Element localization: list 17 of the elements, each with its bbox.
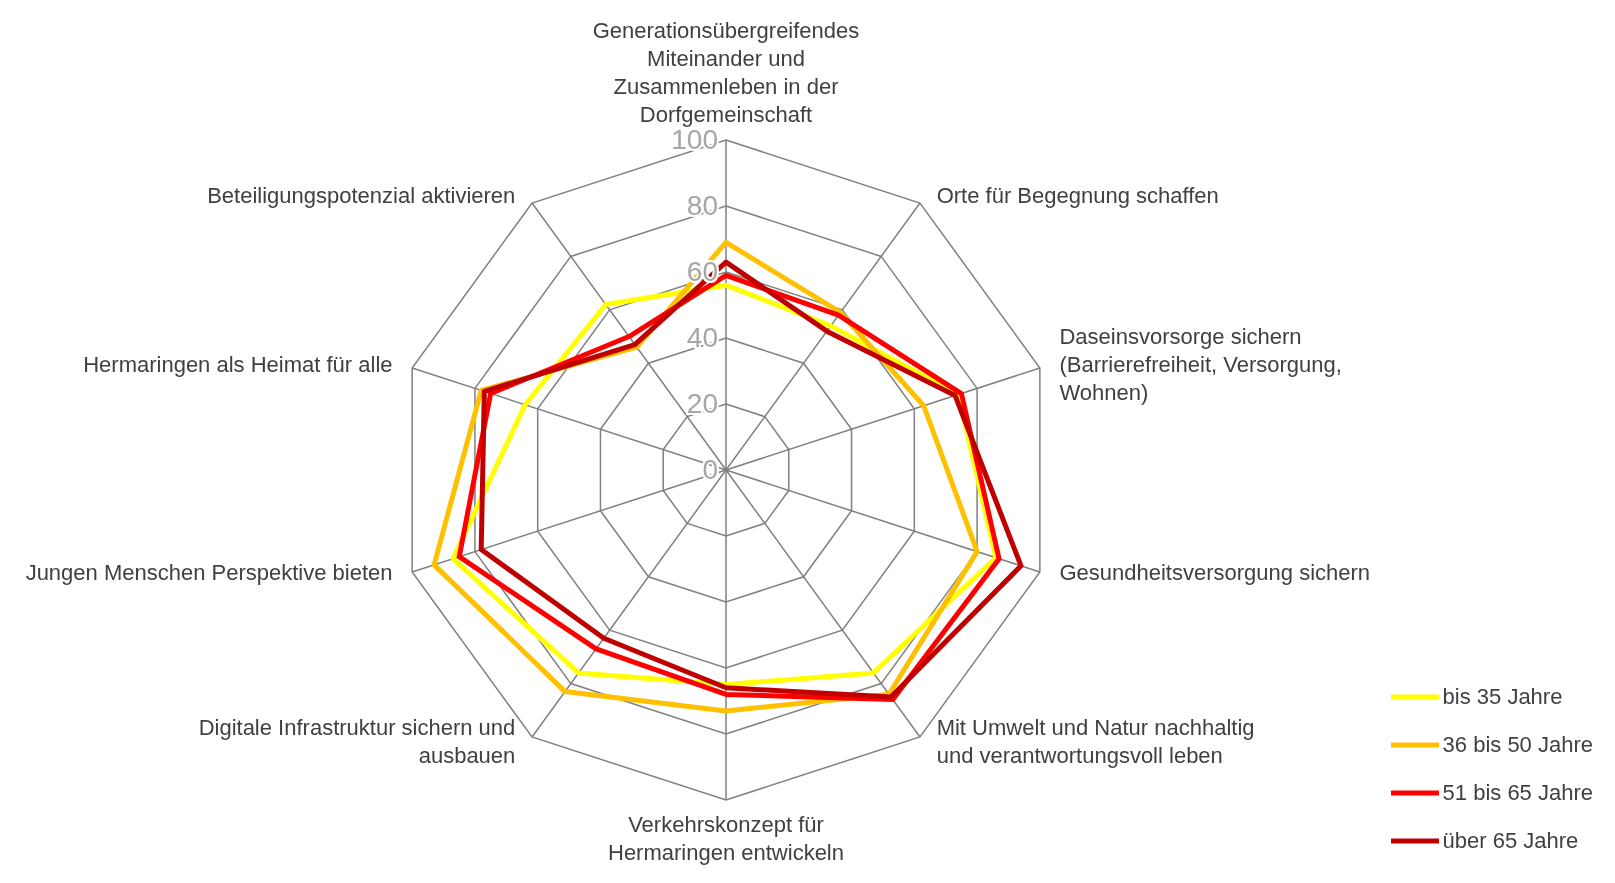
y-tick-label: 40 [686,322,718,353]
spoke-label: Gesundheitsversorgung sichern [1059,560,1371,586]
spoke-label: Digitale Infrastruktur sichern und ausbauen [198,715,516,769]
spoke-label: Verkehrskonzept für Hermaringen entwickeln [608,812,844,865]
legend-label: über 65 Jahre [1442,828,1579,854]
spoke-label: Generationsübergreifendes Miteinander und Zusammenleben in der Dorfgemeinschaft [592,18,860,127]
spoke-label: Beteiligungspotenzial aktivieren [207,182,516,208]
spoke-label: Mit Umwelt und Natur nachhaltig und verantwortungsvoll leben [936,715,1255,769]
y-tick-label: 20 [686,388,718,419]
legend-label: 36 bis 50 Jahre [1442,732,1593,758]
legend-label: 51 bis 65 Jahre [1442,780,1593,806]
spoke-label: Orte für Begegnung schaffen [936,182,1219,208]
legend-label: bis 35 Jahre [1442,684,1563,710]
spoke-label: Hermaringen als Heimat für alle [83,351,393,377]
spoke-label: Daseinsvorsorge sichern (Barrierefreiheit, Versorgung, Wohnen) [1059,323,1342,405]
spoke-label: Jungen Menschen Perspektive bieten [25,560,393,586]
y-tick-label: 80 [686,190,718,221]
